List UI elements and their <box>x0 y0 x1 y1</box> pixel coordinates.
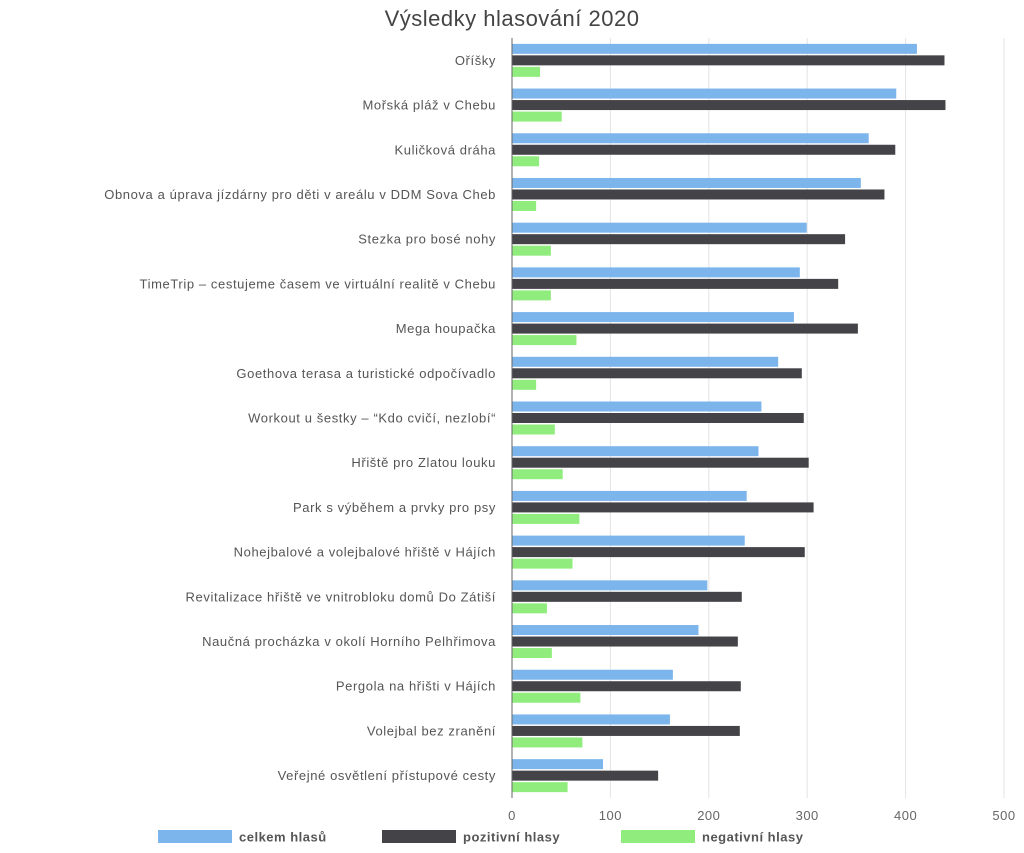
bar-positive <box>512 457 809 468</box>
bar-negative <box>512 692 581 703</box>
bar-positive <box>512 502 814 513</box>
bar-total <box>512 133 869 144</box>
category-label: Naučná procházka v okolí Horního Pelhřim… <box>202 634 496 649</box>
x-tick-label: 200 <box>697 808 720 823</box>
category-label: Veřejné osvětlení přístupové cesty <box>278 768 496 783</box>
legend-label: celkem hlasů <box>239 830 327 845</box>
bar-negative <box>512 782 568 793</box>
bar-negative <box>512 379 537 390</box>
category-label: Stezka pro bosé nohy <box>358 232 496 247</box>
bar-positive <box>512 234 846 245</box>
bar-total <box>512 267 800 278</box>
legend: celkem hlasů pozitivní hlasy negativní hla… <box>158 830 804 845</box>
legend-swatch <box>621 830 695 843</box>
bar-positive <box>512 323 858 334</box>
bar-negative <box>512 513 580 524</box>
bar-total <box>512 490 747 501</box>
bar-negative <box>512 737 583 748</box>
bar-positive <box>512 368 802 379</box>
bar-total <box>512 222 807 233</box>
bar-negative <box>512 424 555 435</box>
bar-positive <box>512 413 804 423</box>
bar-negative <box>512 245 551 256</box>
bar-positive <box>512 100 946 111</box>
value-tick-labels: 0 100 200 300 400 500 <box>508 808 1015 823</box>
category-label: Oříšky <box>455 53 496 68</box>
bar-positive <box>512 547 805 558</box>
bar-total <box>512 312 794 323</box>
legend-swatch <box>382 830 456 843</box>
bar-negative <box>512 200 537 211</box>
category-label: Goethova terasa a turistické odpočívadlo <box>236 366 496 381</box>
category-label: Mega houpačka <box>396 321 496 336</box>
bar-total <box>512 580 708 591</box>
legend-swatch <box>158 830 232 843</box>
category-labels: Oříšky Mořská pláž v Chebu Kuličková dráha… <box>104 53 497 783</box>
bar-negative <box>512 66 541 77</box>
category-label: Workout u šestky – “Kdo cvičí, nezlobí“ <box>248 411 496 426</box>
category-label: Revitalizace hřiště ve vnitrobloku domů … <box>186 589 496 604</box>
bar-positive <box>512 725 740 736</box>
category-label: Pergola na hřišti v Hájích <box>336 679 496 694</box>
bar-total <box>512 759 604 770</box>
x-tick-label: 100 <box>599 808 622 823</box>
bar-negative <box>512 603 547 614</box>
bar-total <box>512 177 861 188</box>
bar-positive <box>512 144 896 155</box>
bar-positive <box>512 681 741 692</box>
x-tick-label: 300 <box>796 808 819 823</box>
category-label: TimeTrip – cestujeme časem ve virtuální … <box>140 276 496 291</box>
bar-total <box>512 401 762 412</box>
bar-positive <box>512 770 659 781</box>
bar-negative <box>512 558 573 569</box>
category-label: Mořská pláž v Chebu <box>362 98 496 113</box>
bar-negative <box>512 290 551 301</box>
bar-negative <box>512 156 540 167</box>
bar-positive <box>512 591 742 602</box>
category-label: Hřiště pro Zlatou louku <box>351 455 496 470</box>
bar-total <box>512 356 779 367</box>
bar-total <box>512 714 670 725</box>
bars <box>512 43 946 793</box>
bar-negative <box>512 469 563 480</box>
bar-negative <box>512 111 562 122</box>
bar-total <box>512 446 759 457</box>
bar-positive <box>512 636 738 647</box>
bar-total <box>512 43 917 54</box>
category-label: Park s výběhem a prvky pro psy <box>293 500 496 515</box>
chart-title: Výsledky hlasování 2020 <box>385 6 640 31</box>
category-label: Kuličková dráha <box>395 142 497 157</box>
x-tick-label: 500 <box>992 808 1015 823</box>
bar-positive <box>512 189 885 200</box>
bar-positive <box>512 278 839 289</box>
x-tick-label: 400 <box>894 808 917 823</box>
bar-total <box>512 625 699 636</box>
category-label: Volejbal bez zranění <box>367 723 496 738</box>
bar-total <box>512 669 673 680</box>
bar-total <box>512 88 897 99</box>
bar-positive <box>512 55 945 66</box>
bar-total <box>512 535 745 546</box>
legend-label: negativní hlasy <box>702 830 804 845</box>
bar-negative <box>512 648 552 659</box>
legend-label: pozitivní hlasy <box>463 830 560 845</box>
category-label: Nohejbalové a volejbalové hřiště v Hájíc… <box>234 545 496 560</box>
x-tick-label: 0 <box>508 808 516 823</box>
bar-negative <box>512 335 577 346</box>
category-label: Obnova a úprava jízdárny pro děti v areá… <box>104 187 496 202</box>
